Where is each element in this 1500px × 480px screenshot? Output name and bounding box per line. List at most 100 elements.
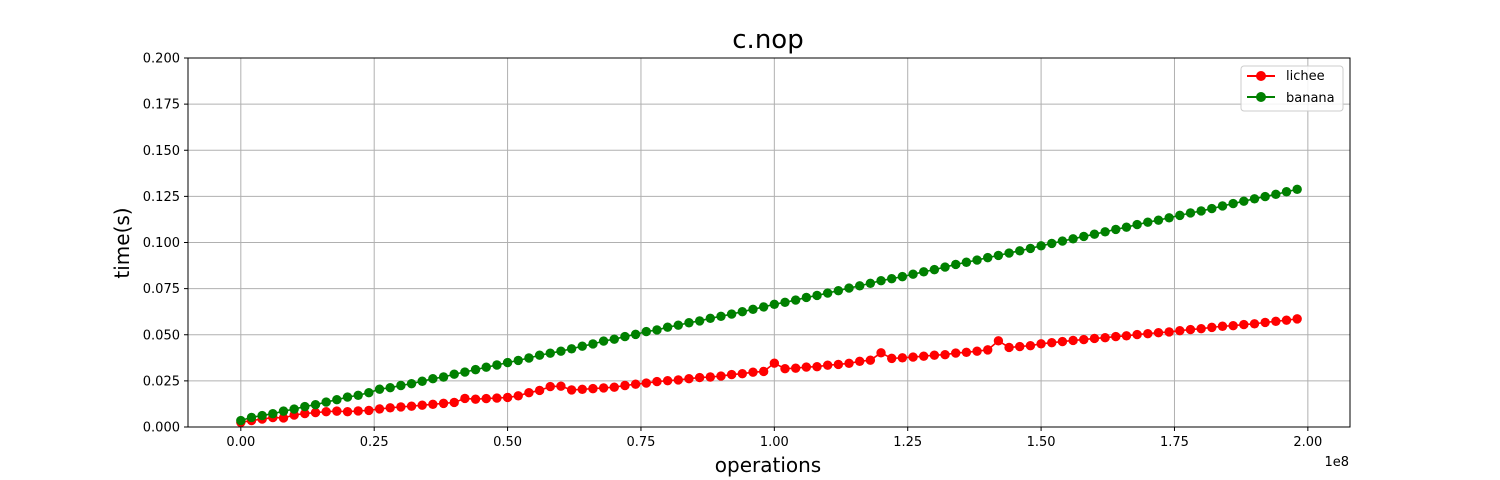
data-point-banana [385,383,395,393]
data-point-banana [1175,210,1185,221]
data-point-lichee [332,406,342,416]
data-point-banana [1004,248,1014,258]
data-point-lichee [1239,319,1249,330]
data-point-banana [1036,241,1046,251]
data-point-lichee [983,345,993,355]
data-point-banana [662,322,673,332]
data-point-banana [1185,208,1196,218]
data-point-lichee [812,361,822,372]
y-tick-label: 0.050 [143,328,180,343]
data-point-lichee [801,362,812,372]
data-point-banana [449,369,459,379]
data-point-lichee [1036,339,1046,349]
data-point-lichee [1132,329,1142,340]
data-point-lichee [694,372,705,383]
data-point-lichee [897,353,908,363]
data-point-banana [865,278,876,288]
data-point-lichee [993,336,1004,346]
data-point-banana [684,318,694,328]
series-line-lichee [240,318,1298,424]
data-point-banana [1121,222,1132,232]
data-point-banana [236,415,246,426]
data-point-lichee [662,375,673,386]
data-point-banana [801,292,812,303]
grid [188,57,1350,428]
data-point-banana [1260,191,1270,202]
data-point-banana [748,304,758,314]
data-point-lichee [790,363,801,373]
data-point-banana [876,275,886,286]
data-point-banana [492,360,502,370]
data-point-banana [1164,213,1174,223]
data-point-banana [364,387,374,398]
data-point-banana [342,392,353,402]
data-point-lichee [822,360,833,370]
data-point-banana [652,325,662,335]
data-point-lichee [951,348,961,358]
data-point-lichee [1217,321,1228,331]
chart-title: c.nop [732,25,803,55]
data-point-banana [545,348,555,358]
data-point-lichee [940,349,950,360]
y-tick-label: 0.000 [143,421,180,436]
data-point-lichee [598,383,609,393]
data-point-lichee [1175,325,1185,336]
data-point-banana [1132,219,1142,230]
data-point-banana [577,341,587,351]
data-point-banana [428,373,438,384]
data-point-banana [1111,224,1121,235]
data-point-banana [855,281,865,291]
data-point-lichee [1143,328,1153,339]
y-tick-label: 0.175 [143,98,180,113]
data-point-banana [374,384,385,394]
data-point-lichee [513,391,523,401]
x-axis-offset-label: 1e8 [1324,455,1349,470]
data-point-lichee [1260,317,1270,328]
data-point-lichee [1089,333,1100,344]
data-point-banana [758,302,769,312]
series-lichee [236,314,1302,428]
data-point-lichee [1271,316,1281,326]
data-point-banana [1239,196,1249,206]
data-point-banana [940,262,950,272]
data-point-banana [1100,227,1110,237]
data-point-lichee [364,405,374,416]
data-point-lichee [374,404,385,414]
data-point-lichee [716,371,726,381]
legend-label-lichee: lichee [1286,69,1325,84]
data-point-banana [833,285,844,296]
data-point-lichee [1196,323,1206,334]
data-point-banana [353,390,363,400]
data-point-lichee [961,347,972,357]
x-tick-label: 1.00 [760,435,789,450]
data-point-banana [502,357,513,368]
data-point-lichee [577,384,587,395]
y-tick-label: 0.200 [143,52,180,67]
data-point-lichee [524,387,534,398]
data-point-banana [300,401,310,412]
data-point-banana [470,364,481,375]
data-point-banana [481,362,491,372]
x-tick-label: 1.25 [893,435,922,450]
data-point-lichee [705,372,716,382]
data-point-banana [887,273,897,284]
data-point-lichee [278,413,289,423]
data-point-banana [246,412,257,423]
data-point-lichee [855,356,865,367]
data-point-banana [641,326,651,337]
data-point-banana [822,288,833,298]
data-point-banana [460,367,470,377]
data-point-banana [1068,234,1078,244]
data-point-banana [812,290,822,301]
data-point-lichee [470,394,481,404]
data-point-banana [257,410,267,421]
data-point-banana [673,320,683,330]
data-point-lichee [310,407,321,418]
y-tick-label: 0.125 [143,190,180,205]
y-tick-label: 0.100 [143,236,180,251]
data-point-lichee [620,380,630,391]
x-axis-label: operations [715,453,821,477]
legend-marker-banana [1256,92,1266,102]
y-tick-label: 0.025 [143,374,180,389]
